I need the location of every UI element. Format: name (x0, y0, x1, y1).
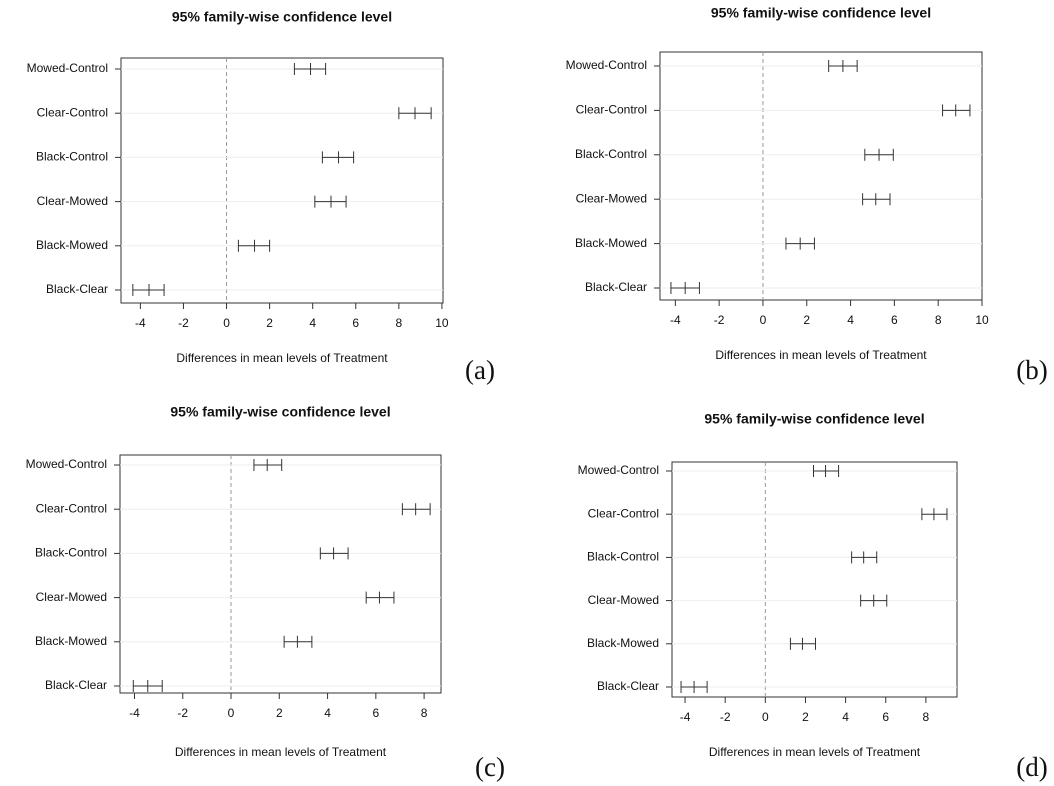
y-tick-label: Clear-Mowed (576, 191, 647, 205)
chart-title: 95% family-wise confidence level (704, 411, 924, 427)
x-tick-label: 4 (847, 313, 854, 327)
y-tick-label: Mowed-Control (26, 457, 107, 471)
x-tick-label: -2 (714, 313, 725, 327)
panel-label: (c) (475, 752, 505, 782)
y-tick-label: Black-Control (587, 550, 659, 564)
y-tick-label: Clear-Control (37, 105, 108, 119)
x-tick-label: 8 (923, 710, 930, 724)
x-tick-label: 4 (842, 710, 849, 724)
y-tick-label: Clear-Control (576, 103, 647, 117)
x-tick-label: 6 (352, 316, 359, 330)
y-tick-label: Mowed-Control (566, 58, 647, 72)
x-tick-label: 2 (276, 706, 283, 720)
x-tick-label: 10 (435, 316, 449, 330)
panel-label: (d) (1016, 752, 1047, 782)
x-tick-label: 4 (309, 316, 316, 330)
plot-frame (119, 454, 442, 694)
y-tick-label: Clear-Mowed (37, 194, 108, 208)
x-tick-label: 8 (421, 706, 428, 720)
y-tick-label: Black-Mowed (36, 238, 108, 252)
y-tick-label: Black-Mowed (587, 636, 659, 650)
panel-label: (b) (1016, 355, 1047, 385)
y-tick-label: Black-Control (35, 546, 107, 560)
y-tick-label: Clear-Control (588, 506, 659, 520)
x-tick-label: -4 (129, 706, 140, 720)
chart-title: 95% family-wise confidence level (172, 9, 392, 25)
x-tick-label: 2 (802, 710, 809, 724)
x-axis-label: Differences in mean levels of Treatment (715, 348, 927, 362)
y-tick-label: Black-Control (36, 150, 108, 164)
x-tick-label: 2 (803, 313, 810, 327)
x-axis-label: Differences in mean levels of Treatment (176, 351, 388, 365)
x-tick-label: -4 (670, 313, 681, 327)
x-tick-label: -4 (135, 316, 146, 330)
panel-label: (a) (465, 355, 495, 385)
y-tick-label: Black-Control (575, 147, 647, 161)
chart-title: 95% family-wise confidence level (170, 404, 390, 420)
y-tick-label: Black-Mowed (575, 236, 647, 250)
x-tick-label: 8 (935, 313, 942, 327)
plot-frame (659, 51, 983, 301)
plot-frame (120, 57, 444, 304)
x-tick-label: 10 (975, 313, 989, 327)
y-tick-label: Black-Clear (597, 679, 659, 693)
y-tick-label: Black-Clear (585, 280, 647, 294)
y-tick-label: Black-Clear (46, 282, 108, 296)
x-tick-label: 0 (223, 316, 230, 330)
x-tick-label: 6 (891, 313, 898, 327)
x-axis-label: Differences in mean levels of Treatment (175, 745, 387, 759)
y-tick-label: Mowed-Control (27, 61, 108, 75)
x-axis-label: Differences in mean levels of Treatment (709, 745, 921, 759)
y-tick-label: Clear-Control (36, 501, 107, 515)
x-tick-label: 0 (760, 313, 767, 327)
x-tick-label: 0 (762, 710, 769, 724)
y-tick-label: Black-Mowed (35, 634, 107, 648)
y-tick-label: Clear-Mowed (36, 590, 107, 604)
y-tick-label: Black-Clear (45, 678, 107, 692)
x-tick-label: 6 (372, 706, 379, 720)
x-tick-label: 0 (228, 706, 235, 720)
x-tick-label: -2 (177, 706, 188, 720)
x-tick-label: 6 (882, 710, 889, 724)
x-tick-label: -2 (178, 316, 189, 330)
y-tick-label: Mowed-Control (578, 463, 659, 477)
y-tick-label: Clear-Mowed (588, 593, 659, 607)
x-tick-label: 8 (396, 316, 403, 330)
plot-frame (671, 461, 958, 698)
x-tick-label: 4 (324, 706, 331, 720)
x-tick-label: -4 (680, 710, 691, 724)
x-tick-label: 2 (266, 316, 273, 330)
x-tick-label: -2 (720, 710, 731, 724)
chart-title: 95% family-wise confidence level (711, 5, 931, 21)
